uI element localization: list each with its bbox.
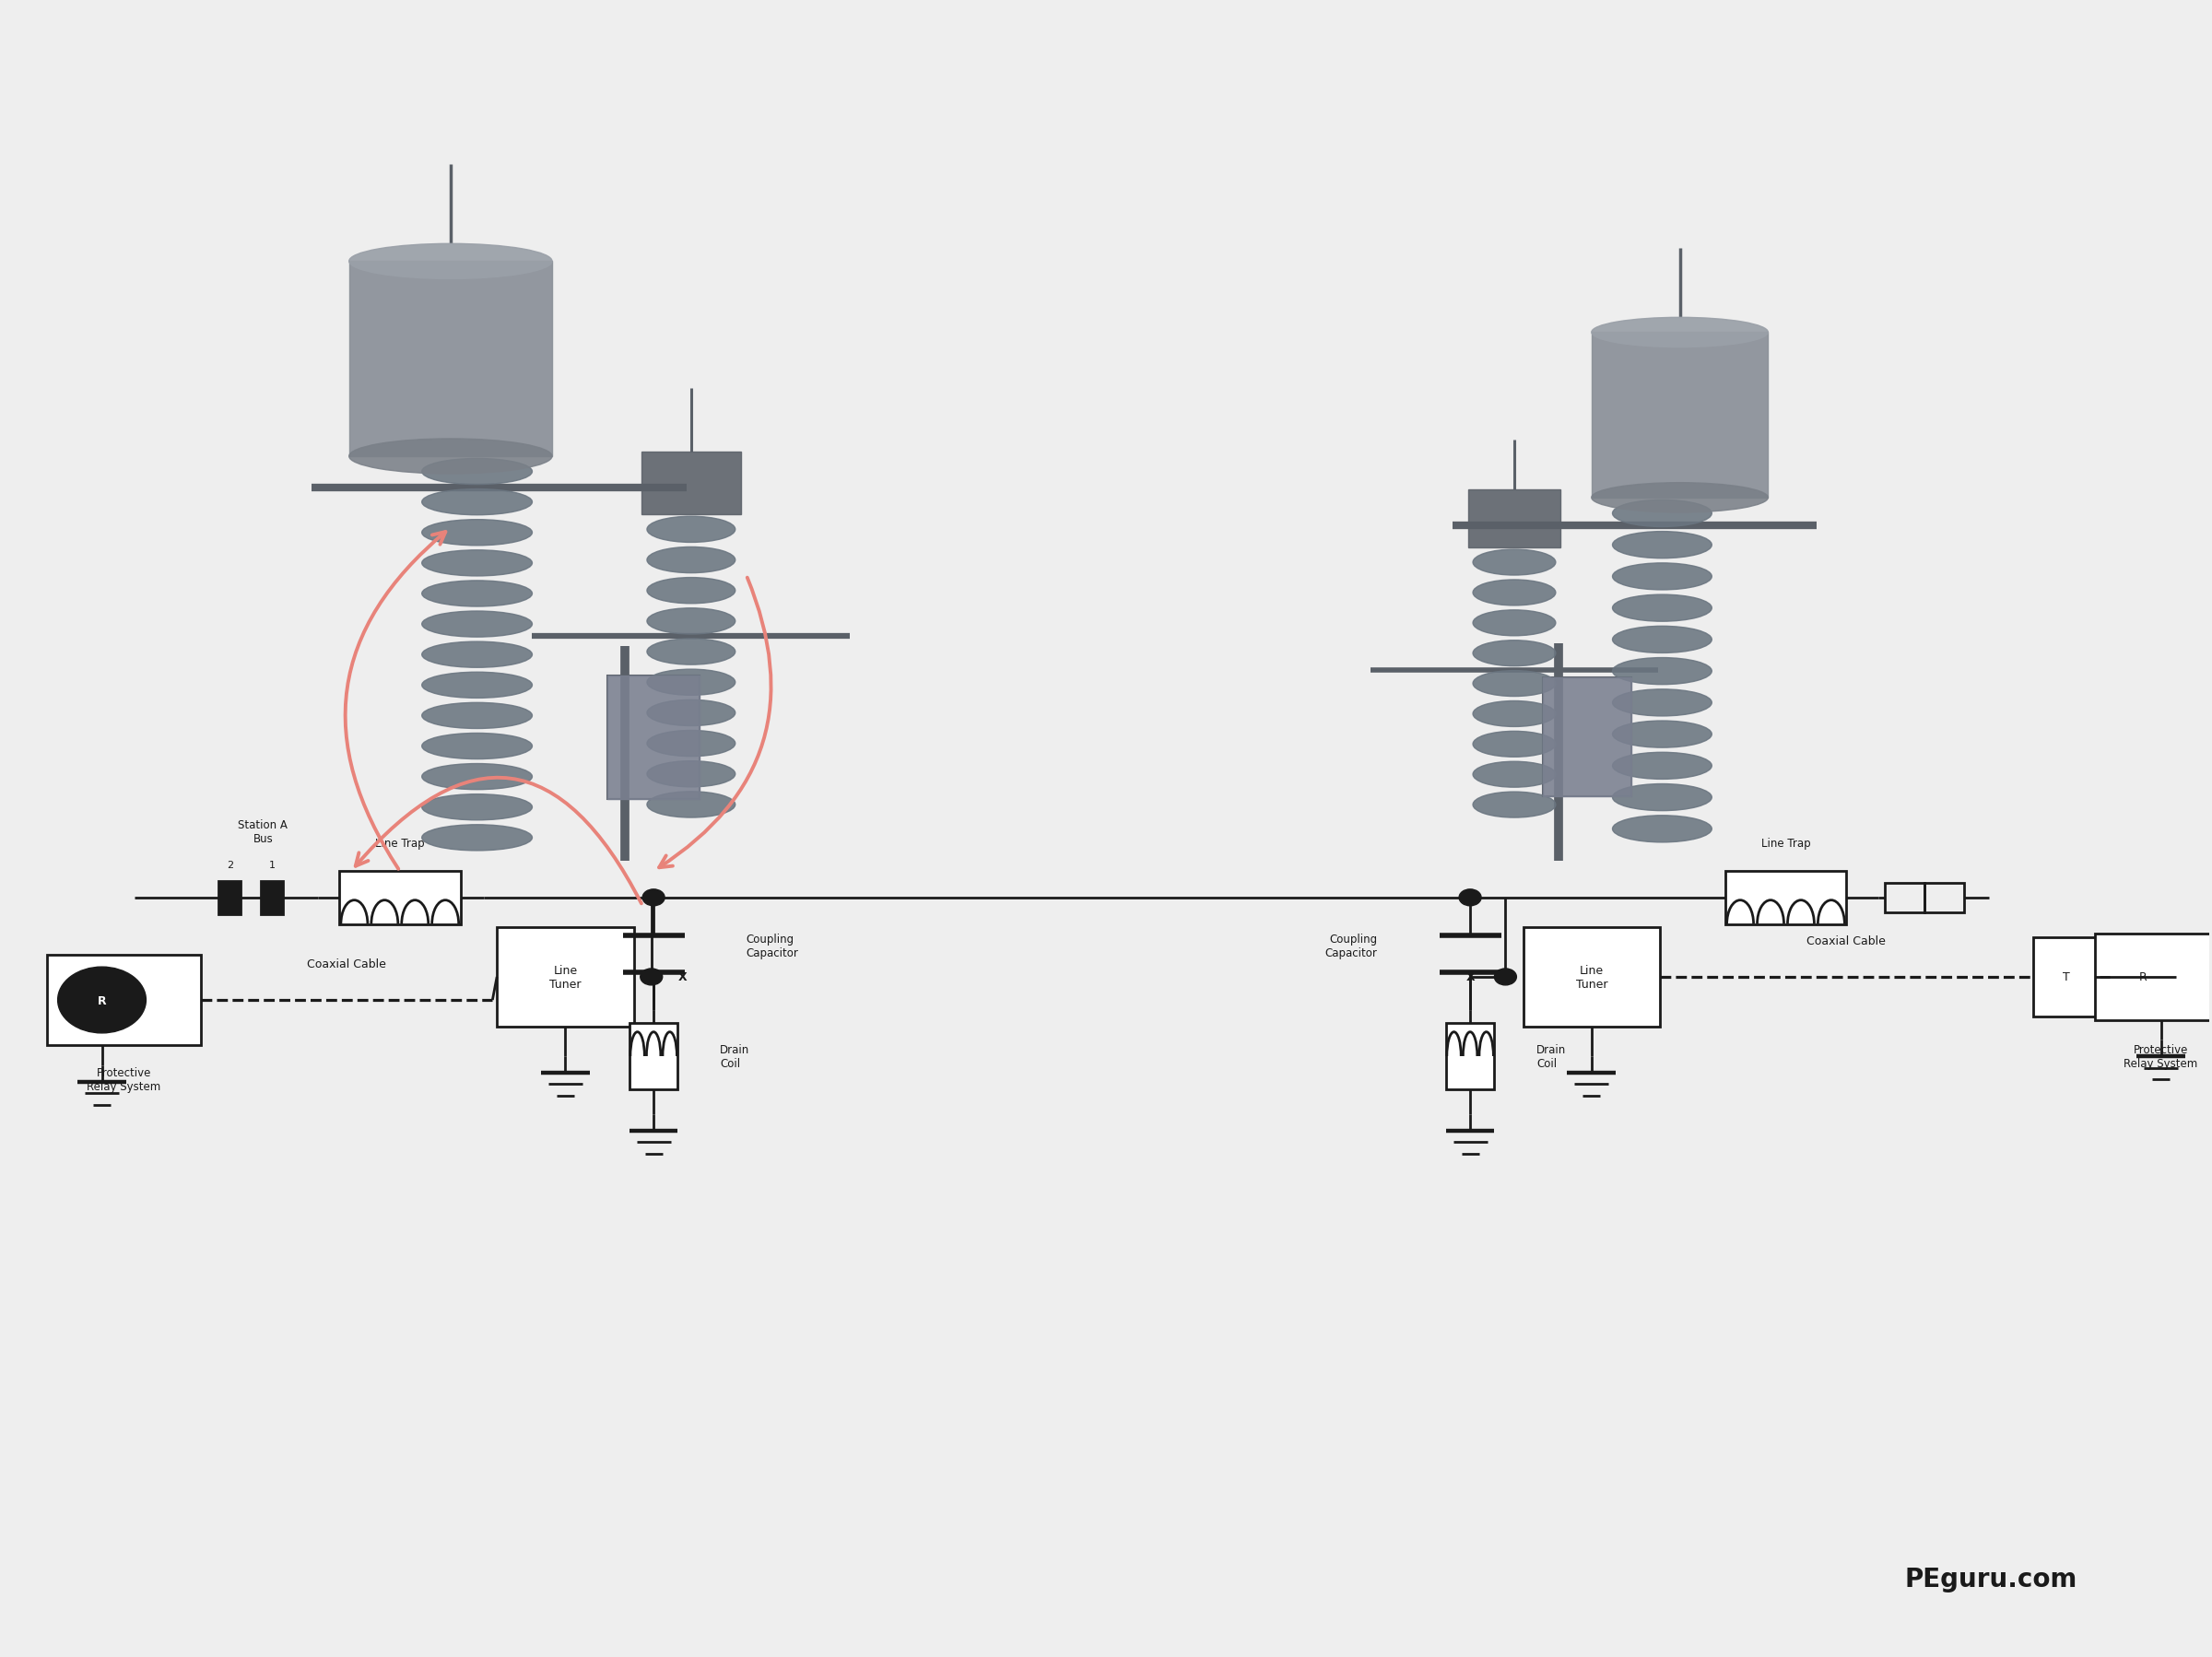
Text: Line
Tuner: Line Tuner <box>549 964 582 991</box>
Circle shape <box>1460 890 1482 906</box>
Text: X: X <box>1467 971 1475 983</box>
Ellipse shape <box>1590 318 1767 348</box>
Bar <box>338 872 460 925</box>
Ellipse shape <box>1473 641 1555 666</box>
Ellipse shape <box>646 731 734 757</box>
Ellipse shape <box>1613 595 1712 621</box>
Bar <box>1924 883 1964 913</box>
Ellipse shape <box>422 611 533 638</box>
Ellipse shape <box>1473 610 1555 636</box>
Ellipse shape <box>1613 815 1712 843</box>
Ellipse shape <box>646 762 734 787</box>
Text: Station A
Bus: Station A Bus <box>239 819 288 845</box>
Text: PEguru.com: PEguru.com <box>1905 1566 2077 1592</box>
Ellipse shape <box>646 792 734 819</box>
Circle shape <box>641 890 664 906</box>
Bar <box>1590 333 1767 499</box>
Text: Line
Tuner: Line Tuner <box>1575 964 1608 991</box>
Circle shape <box>1495 969 1517 986</box>
Text: Coaxial Cable: Coaxial Cable <box>1807 935 1887 946</box>
Ellipse shape <box>1473 792 1555 819</box>
Text: T: T <box>2062 971 2070 983</box>
Text: R: R <box>2139 971 2148 983</box>
Ellipse shape <box>1473 732 1555 757</box>
Bar <box>628 1024 677 1090</box>
Ellipse shape <box>422 795 533 820</box>
Circle shape <box>639 969 661 986</box>
Ellipse shape <box>422 764 533 790</box>
Bar <box>1544 678 1630 797</box>
Ellipse shape <box>646 517 734 543</box>
Ellipse shape <box>646 547 734 573</box>
Ellipse shape <box>422 489 533 515</box>
Bar <box>2095 935 2212 1021</box>
Ellipse shape <box>646 701 734 726</box>
Bar <box>1544 678 1630 797</box>
Bar <box>2033 938 2099 1017</box>
Ellipse shape <box>1613 563 1712 590</box>
Ellipse shape <box>1473 671 1555 698</box>
Text: Protective
Relay System: Protective Relay System <box>2124 1044 2199 1069</box>
Text: Coupling
Capacitor: Coupling Capacitor <box>745 933 799 959</box>
Text: R: R <box>97 994 106 1006</box>
Ellipse shape <box>422 520 533 547</box>
Bar <box>46 954 201 1046</box>
Ellipse shape <box>422 703 533 729</box>
Ellipse shape <box>1590 484 1767 514</box>
Text: Coupling
Capacitor: Coupling Capacitor <box>1325 933 1378 959</box>
Ellipse shape <box>1613 658 1712 684</box>
Bar <box>1725 872 1847 925</box>
Ellipse shape <box>422 582 533 606</box>
Ellipse shape <box>422 643 533 668</box>
Bar <box>349 262 553 457</box>
Ellipse shape <box>1613 626 1712 653</box>
Text: Line Trap: Line Trap <box>1761 837 1809 850</box>
Ellipse shape <box>1473 701 1555 727</box>
Text: 2: 2 <box>226 860 232 870</box>
Bar <box>1524 928 1659 1027</box>
Text: Coaxial Cable: Coaxial Cable <box>307 958 387 969</box>
Text: Drain
Coil: Drain Coil <box>1537 1044 1566 1069</box>
Ellipse shape <box>1613 784 1712 812</box>
Ellipse shape <box>1613 689 1712 716</box>
Ellipse shape <box>1613 532 1712 558</box>
Bar <box>1469 490 1562 548</box>
Ellipse shape <box>422 673 533 699</box>
Ellipse shape <box>1613 752 1712 779</box>
Ellipse shape <box>422 459 533 486</box>
Bar <box>641 452 741 515</box>
Text: Protective
Relay System: Protective Relay System <box>86 1067 161 1092</box>
Ellipse shape <box>1473 550 1555 575</box>
Ellipse shape <box>646 669 734 696</box>
Ellipse shape <box>422 825 533 852</box>
Ellipse shape <box>1613 500 1712 527</box>
Bar <box>1447 1024 1495 1090</box>
Bar <box>1885 883 1924 913</box>
Ellipse shape <box>349 439 553 474</box>
Ellipse shape <box>422 550 533 577</box>
Text: Drain
Coil: Drain Coil <box>719 1044 750 1069</box>
Bar <box>498 928 633 1027</box>
Ellipse shape <box>422 734 533 759</box>
Ellipse shape <box>1473 580 1555 606</box>
Bar <box>608 676 699 800</box>
Ellipse shape <box>1613 721 1712 747</box>
Ellipse shape <box>646 608 734 635</box>
Text: 1: 1 <box>268 860 274 870</box>
Ellipse shape <box>349 244 553 280</box>
Bar <box>608 676 699 800</box>
Ellipse shape <box>1473 762 1555 787</box>
Bar <box>261 882 283 915</box>
Bar <box>2110 938 2177 1017</box>
Text: Line Trap: Line Trap <box>376 837 425 850</box>
Ellipse shape <box>646 578 734 605</box>
Bar <box>219 882 241 915</box>
Circle shape <box>58 968 146 1034</box>
Ellipse shape <box>646 640 734 664</box>
Text: X: X <box>677 971 686 983</box>
